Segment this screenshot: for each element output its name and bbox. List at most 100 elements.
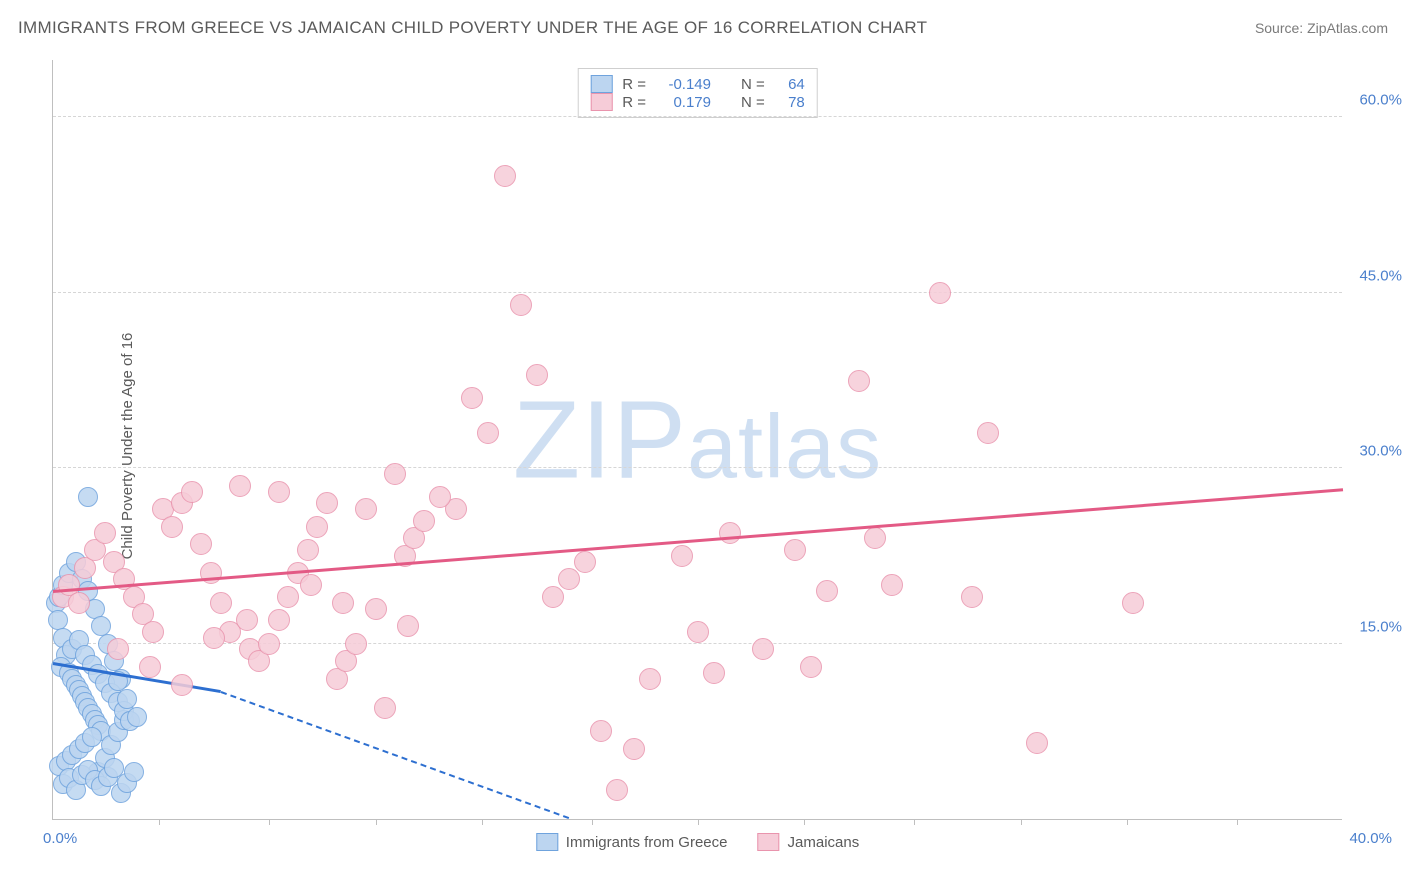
scatter-point (124, 762, 144, 782)
y-axis-tick-label: 15.0% (1347, 618, 1402, 635)
scatter-point (526, 364, 548, 386)
y-axis-tick-label: 60.0% (1347, 92, 1402, 109)
x-axis-tick-mark (376, 819, 377, 825)
x-axis-max-tick: 40.0% (1349, 830, 1392, 847)
scatter-point (229, 475, 251, 497)
scatter-point (117, 689, 137, 709)
legend-r-label: R = (622, 76, 646, 93)
legend-n-value: 78 (775, 94, 805, 111)
scatter-point (961, 586, 983, 608)
legend-series-name: Jamaicans (788, 834, 860, 851)
legend-item: Jamaicans (758, 833, 860, 851)
scatter-point (558, 568, 580, 590)
scatter-point (94, 522, 116, 544)
scatter-point (977, 422, 999, 444)
scatter-point (82, 727, 102, 747)
scatter-point (816, 580, 838, 602)
scatter-point (542, 586, 564, 608)
scatter-point (68, 592, 90, 614)
scatter-point (258, 633, 280, 655)
scatter-point (494, 165, 516, 187)
scatter-point (1122, 592, 1144, 614)
x-axis-tick-mark (914, 819, 915, 825)
scatter-point (1026, 732, 1048, 754)
scatter-point (139, 656, 161, 678)
legend-swatch (590, 75, 612, 93)
scatter-point (332, 592, 354, 614)
scatter-point (78, 487, 98, 507)
trend-line (53, 489, 1343, 594)
scatter-point (306, 516, 328, 538)
scatter-point (384, 463, 406, 485)
x-axis-tick-mark (592, 819, 593, 825)
scatter-point (574, 551, 596, 573)
scatter-point (397, 615, 419, 637)
source-label: Source: (1255, 20, 1303, 36)
scatter-point (687, 621, 709, 643)
scatter-point (297, 539, 319, 561)
legend-row: R = -0.149 N = 64 (590, 75, 805, 93)
x-axis-tick-mark (1237, 819, 1238, 825)
chart-title: IMMIGRANTS FROM GREECE VS JAMAICAN CHILD… (18, 18, 927, 38)
scatter-point (190, 533, 212, 555)
scatter-point (277, 586, 299, 608)
legend-r-label: R = (622, 94, 646, 111)
scatter-point (268, 609, 290, 631)
scatter-point (510, 294, 532, 316)
scatter-point (142, 621, 164, 643)
legend-swatch (536, 833, 558, 851)
legend-n-label: N = (741, 94, 765, 111)
scatter-point (719, 522, 741, 544)
source-link[interactable]: ZipAtlas.com (1307, 20, 1388, 36)
gridline-h (53, 292, 1342, 293)
scatter-point (107, 638, 129, 660)
scatter-point (590, 720, 612, 742)
scatter-point (623, 738, 645, 760)
source-attribution: Source: ZipAtlas.com (1255, 20, 1388, 36)
scatter-point (461, 387, 483, 409)
scatter-point (639, 668, 661, 690)
scatter-point (236, 609, 258, 631)
legend-item: Immigrants from Greece (536, 833, 728, 851)
legend-r-value: -0.149 (656, 76, 711, 93)
scatter-point (477, 422, 499, 444)
gridline-h (53, 467, 1342, 468)
y-axis-tick-label: 45.0% (1347, 267, 1402, 284)
scatter-point (161, 516, 183, 538)
scatter-point (671, 545, 693, 567)
scatter-point (200, 562, 222, 584)
legend-series-name: Immigrants from Greece (566, 834, 728, 851)
scatter-point (365, 598, 387, 620)
x-axis-tick-mark (159, 819, 160, 825)
x-axis-tick-mark (698, 819, 699, 825)
scatter-chart: ZIPatlas 0.0% 40.0% R =-0.149N =64R =0.1… (52, 60, 1342, 820)
x-axis-origin-tick: 0.0% (43, 830, 77, 847)
scatter-point (429, 486, 451, 508)
scatter-point (413, 510, 435, 532)
x-axis-tick-mark (804, 819, 805, 825)
watermark: ZIPatlas (513, 376, 882, 503)
scatter-point (355, 498, 377, 520)
scatter-point (345, 633, 367, 655)
scatter-point (374, 697, 396, 719)
legend-swatch (758, 833, 780, 851)
x-axis-tick-mark (482, 819, 483, 825)
scatter-point (171, 674, 193, 696)
scatter-point (864, 527, 886, 549)
scatter-point (784, 539, 806, 561)
scatter-point (800, 656, 822, 678)
x-axis-tick-mark (1021, 819, 1022, 825)
legend-n-value: 64 (775, 76, 805, 93)
series-legend: Immigrants from Greece Jamaicans (536, 833, 859, 851)
scatter-point (210, 592, 232, 614)
x-axis-tick-mark (1127, 819, 1128, 825)
y-axis-tick-label: 30.0% (1347, 443, 1402, 460)
scatter-point (300, 574, 322, 596)
legend-row: R = 0.179 N = 78 (590, 93, 805, 111)
legend-n-label: N = (741, 76, 765, 93)
legend-r-value: 0.179 (656, 94, 711, 111)
scatter-point (929, 282, 951, 304)
legend-swatch (590, 93, 612, 111)
gridline-h (53, 116, 1342, 117)
scatter-point (752, 638, 774, 660)
